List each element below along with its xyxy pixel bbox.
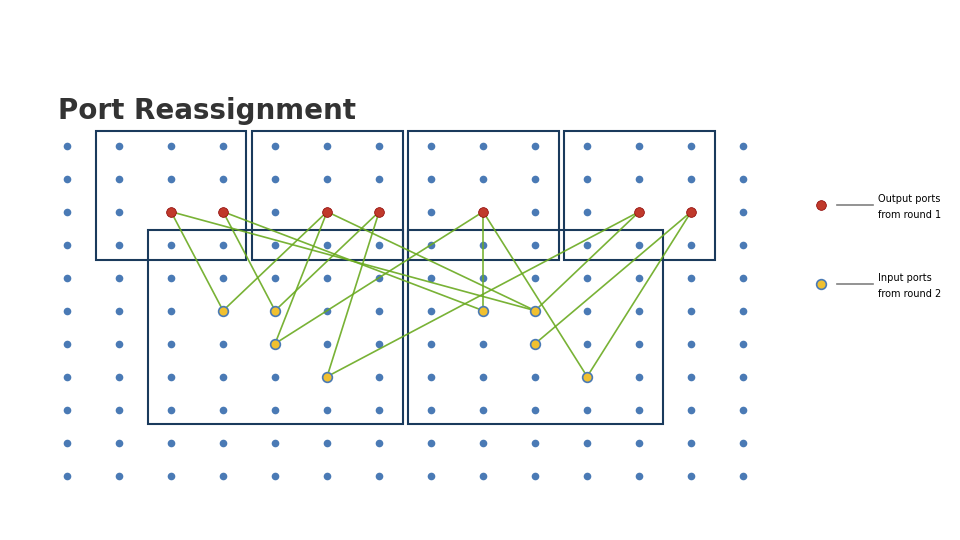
Text: Output ports: Output ports (878, 193, 941, 204)
Text: from round 1: from round 1 (878, 210, 942, 220)
Text: from round 2: from round 2 (878, 289, 942, 299)
Text: HIERARCHICAL STITCHING: HIERARCHICAL STITCHING (638, 31, 821, 44)
Text: Input ports: Input ports (878, 273, 932, 282)
Text: Port Reassignment: Port Reassignment (58, 97, 355, 125)
